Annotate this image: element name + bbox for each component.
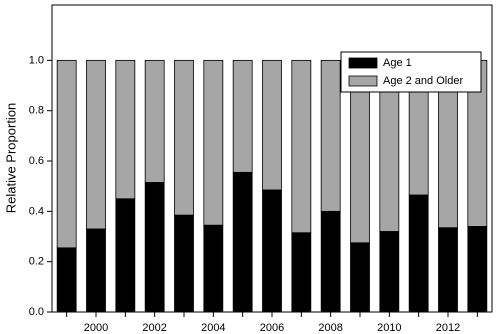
bar-segment [144, 59, 165, 183]
legend-label: Age 2 and Older [383, 75, 463, 87]
y-tick-label: 0.8 [29, 105, 44, 117]
bar-segment [203, 224, 224, 313]
bar-segment [350, 242, 370, 313]
bar-segment [144, 182, 165, 313]
x-tick-label: 2010 [377, 322, 401, 334]
bar-segment [291, 232, 312, 313]
bar-segment [467, 226, 488, 313]
y-axis-label: Relative Proportion [3, 103, 18, 214]
legend-swatch [348, 57, 378, 69]
legend-label: Age 1 [383, 57, 412, 69]
bar-segment [262, 59, 282, 191]
bar-segment [232, 59, 253, 173]
bar-segment [291, 59, 312, 234]
bar-segment [379, 231, 400, 313]
x-tick-label: 2006 [260, 322, 284, 334]
bar-segment [115, 59, 136, 200]
y-tick-label: 0.2 [29, 256, 44, 268]
bar-segment [203, 59, 224, 226]
bar-segment [86, 59, 106, 230]
x-tick-label: 2002 [142, 322, 166, 334]
x-tick-label: 2008 [318, 322, 342, 334]
bar-segment [56, 247, 77, 313]
bar-segment [115, 198, 136, 313]
bar-segment [86, 228, 106, 313]
y-tick-label: 0.6 [29, 155, 44, 167]
bar-segment [232, 171, 253, 313]
bar-segment [320, 59, 341, 212]
bar-segment [174, 214, 194, 313]
bar-segment [320, 210, 341, 313]
bar-segment [438, 227, 458, 313]
y-tick-label: 0.4 [29, 205, 44, 217]
bar-segment [408, 194, 429, 313]
bar-segment [56, 59, 77, 249]
bar-segment [262, 189, 282, 313]
legend-swatch [348, 75, 378, 87]
bar-segment [174, 59, 194, 216]
x-tick-label: 2004 [201, 322, 225, 334]
y-tick-label: 0.0 [29, 306, 44, 318]
y-tick-label: 1.0 [29, 54, 44, 66]
x-tick-label: 2012 [436, 322, 460, 334]
x-tick-label: 2000 [84, 322, 108, 334]
